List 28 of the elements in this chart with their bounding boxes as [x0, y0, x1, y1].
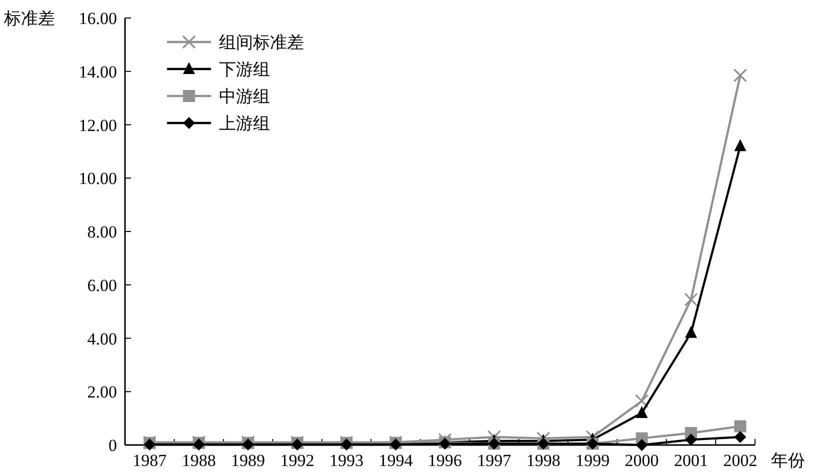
- x-tick-label: 1994: [378, 451, 414, 470]
- y-tick-label: 12.00: [78, 116, 117, 135]
- legend-label: 中游组: [219, 87, 270, 106]
- y-tick-label: 8.00: [87, 222, 117, 242]
- x-tick-label: 1998: [526, 451, 560, 470]
- x-axis-title: 年份: [771, 451, 805, 470]
- y-tick-label: 2.00: [87, 382, 117, 402]
- y-tick-label: 10.00: [78, 169, 117, 188]
- legend-label: 下游组: [219, 60, 270, 79]
- x-tick-label: 1992: [280, 451, 314, 470]
- x-tick-label: 2002: [723, 451, 758, 470]
- y-tick-label: 14.00: [78, 62, 117, 82]
- x-tick-label: 1996: [428, 451, 462, 470]
- x-tick-label: 2001: [674, 451, 708, 470]
- x-tick-label: 1988: [182, 451, 216, 470]
- x-tick-label: 1999: [576, 451, 610, 470]
- x-tick-label: 1993: [329, 451, 364, 470]
- y-axis-title: 标准差: [3, 9, 55, 28]
- x-tick-label: 1997: [477, 451, 512, 470]
- legend-label: 上游组: [219, 114, 270, 133]
- y-tick-label: 4.00: [87, 329, 117, 348]
- y-tick-label: 0: [108, 436, 117, 455]
- x-tick-label: 2000: [624, 451, 659, 470]
- y-tick-label: 16.00: [78, 9, 117, 28]
- y-tick-label: 6.00: [87, 276, 117, 295]
- legend-label: 组间标准差: [219, 33, 304, 52]
- x-tick-label: 1987: [132, 451, 168, 470]
- x-tick-label: 1989: [231, 451, 266, 470]
